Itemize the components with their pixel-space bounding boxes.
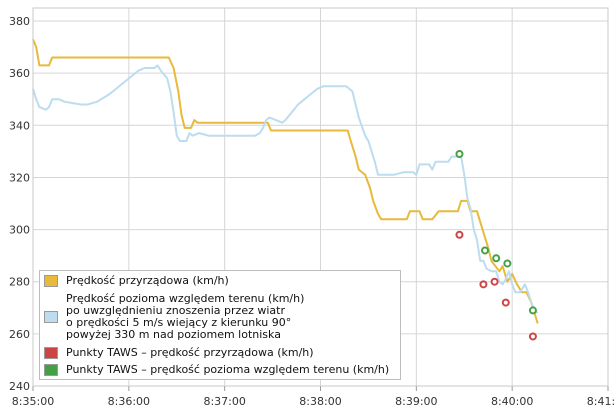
legend: Prędkość przyrządowa (km/h) Prędkość poz… [39,270,401,380]
y-tick-label: 360 [9,67,30,80]
legend-swatch [44,364,58,376]
x-tick-label: 8:37:00 [203,395,245,408]
taws-point-indicated [501,298,510,307]
y-tick-label: 340 [9,119,30,132]
legend-label: Punkty TAWS – prędkość przyrządowa (km/h… [66,346,314,359]
taws-point-indicated [490,277,499,286]
x-tick-label: 8:38:00 [299,395,341,408]
y-tick-label: 280 [9,276,30,289]
taws-point-ground [481,246,490,255]
taws-point-indicated [528,332,537,341]
legend-item-indicated-speed[interactable]: Prędkość przyrządowa (km/h) [44,275,229,287]
legend-swatch [44,275,58,287]
y-tick-label: 240 [9,380,30,393]
legend-label: Prędkość pozioma względem terenu (km/h) … [66,292,305,341]
legend-item-ground-speed[interactable]: Prędkość pozioma względem terenu (km/h) … [44,293,304,341]
x-tick-label: 8:39:00 [395,395,437,408]
series-line-indicated-speed [32,38,539,324]
legend-swatch [44,311,58,323]
taws-point-ground [492,254,501,263]
taws-point-ground [503,259,512,268]
taws-point-indicated [455,230,464,239]
legend-label: Punkty TAWS – prędkość pozioma względem … [66,363,390,376]
x-tick-label: 8:40:00 [491,395,533,408]
legend-item-taws-indicated[interactable]: Punkty TAWS – prędkość przyrządowa (km/h… [44,347,314,359]
plot-frame [32,7,609,387]
x-tick-label: 8:35:00 [12,395,54,408]
taws-point-ground [528,306,537,315]
series-line-ground-speed [32,64,539,314]
x-tick-label: 8:36:00 [108,395,150,408]
tick-labels: 240 260 280 300 320 340 360 380 8:35:00 8:36:00 8:… [9,15,614,408]
x-tick-label: 8:41:00 [587,395,614,408]
plot-series [32,38,539,324]
plot-points [455,149,537,341]
y-tick-label: 300 [9,224,30,237]
y-tick-label: 320 [9,171,30,184]
legend-label: Prędkość przyrządowa (km/h) [66,274,229,287]
legend-swatch [44,347,58,359]
legend-item-taws-ground[interactable]: Punkty TAWS – prędkość pozioma względem … [44,364,389,376]
taws-point-indicated [479,280,488,289]
y-tick-label: 260 [9,328,30,341]
y-tick-label: 380 [9,15,30,28]
taws-point-ground [455,149,464,158]
